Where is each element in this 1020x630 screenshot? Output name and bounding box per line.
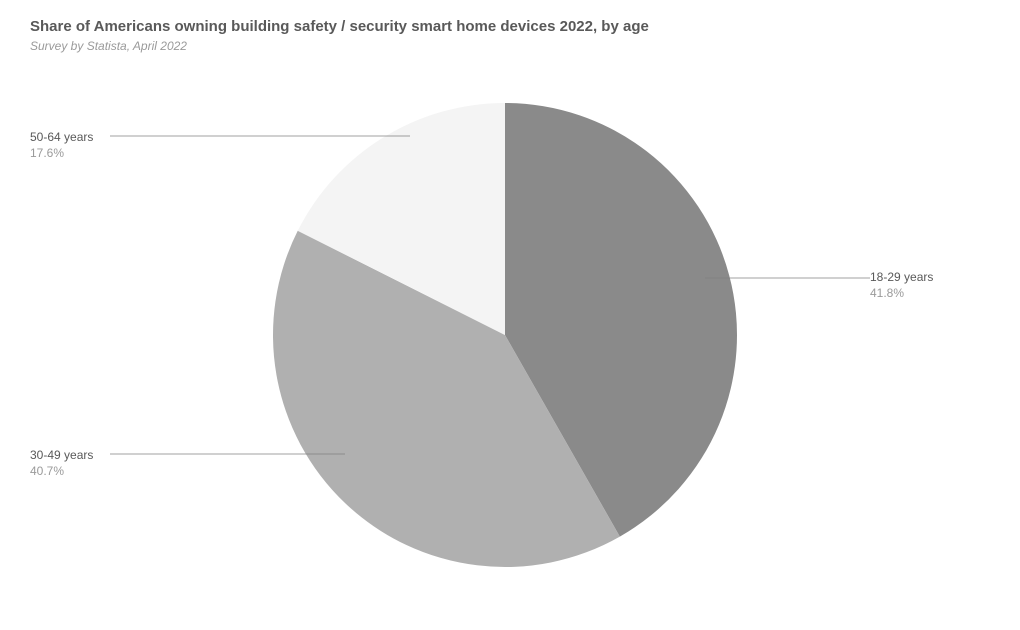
slice-label-name: 50-64 years	[30, 130, 93, 146]
slice-label: 30-49 years40.7%	[30, 448, 93, 479]
slice-label-value: 41.8%	[870, 286, 933, 302]
slice-label-name: 18-29 years	[870, 270, 933, 286]
slice-label: 50-64 years17.6%	[30, 130, 93, 161]
pie-chart	[0, 0, 1020, 630]
slice-label-value: 40.7%	[30, 464, 93, 480]
slice-label: 18-29 years41.8%	[870, 270, 933, 301]
slice-label-value: 17.6%	[30, 146, 93, 162]
slice-label-name: 30-49 years	[30, 448, 93, 464]
